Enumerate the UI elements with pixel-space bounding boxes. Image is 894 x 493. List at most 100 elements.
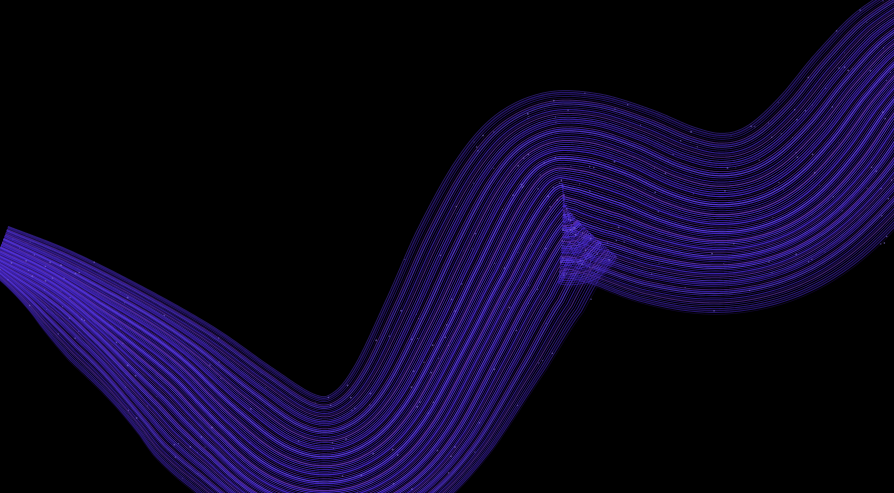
speck-dot — [134, 374, 137, 377]
speck-dot — [875, 170, 878, 173]
speck-dot — [811, 258, 813, 261]
speck-dot — [754, 126, 756, 128]
speck-dot — [569, 229, 572, 231]
speck-dot — [27, 269, 30, 272]
speck-dot — [515, 329, 518, 332]
speck-dot — [796, 118, 798, 121]
speck-dot — [360, 474, 363, 477]
ribbon-curve — [0, 166, 894, 493]
speck-dot — [439, 254, 442, 257]
ribbon-curve — [0, 118, 894, 493]
speck-dot — [410, 338, 413, 341]
speck-dot — [197, 472, 199, 474]
speck-dot — [436, 449, 439, 452]
ribbon-curve — [0, 210, 894, 493]
speck-dot — [78, 331, 80, 332]
ribbon-curve — [0, 168, 894, 493]
speck-dot — [574, 233, 577, 236]
speck-dot — [147, 405, 149, 407]
speck-dot — [124, 386, 126, 388]
speck-dot — [690, 142, 692, 143]
ribbon-curve — [0, 54, 894, 451]
speck-dot — [615, 239, 618, 242]
speck-dot — [711, 252, 713, 255]
ribbon-curve — [0, 106, 894, 488]
speck-dot — [477, 150, 479, 152]
speck-dot — [61, 306, 64, 308]
speck-dot — [493, 131, 495, 133]
speck-dot — [813, 171, 816, 174]
speck-dot — [793, 108, 796, 111]
ribbon-curve — [5, 9, 894, 416]
speck-dot — [430, 371, 433, 374]
ribbon-curve — [0, 137, 894, 493]
speck-dot — [516, 404, 519, 406]
speck-dot — [811, 153, 814, 156]
ribbon-curve — [0, 190, 894, 493]
ribbon-curve — [2, 38, 894, 438]
ribbon-curve — [0, 179, 894, 493]
ribbon-curve — [5, 14, 894, 419]
speck-dot — [617, 226, 620, 229]
speck-dot — [696, 146, 699, 148]
ribbon-curve — [4, 16, 894, 421]
speck-dot — [589, 237, 592, 240]
speck-dot — [493, 167, 495, 169]
speck-dot — [596, 253, 598, 255]
speck-dot — [478, 421, 481, 424]
speck-dot — [418, 318, 420, 320]
speck-dot — [517, 164, 520, 167]
speck-dot — [211, 426, 213, 429]
speck-dot — [375, 339, 378, 342]
speck-dot — [584, 249, 587, 251]
speck-dot — [841, 210, 843, 212]
speck-dot — [341, 475, 344, 477]
speck-dot — [503, 267, 506, 269]
speck-dot — [346, 384, 349, 387]
speck-dot — [824, 251, 826, 253]
speck-dot — [444, 336, 447, 339]
speck-dot — [819, 184, 820, 186]
ribbon-curve — [0, 121, 894, 493]
speck-dot — [63, 277, 65, 279]
speck-dot — [447, 472, 450, 474]
speck-dot — [400, 309, 403, 312]
speck-dot — [838, 142, 840, 144]
ribbon-curve — [0, 162, 894, 493]
ribbon-curve — [0, 226, 894, 493]
speck-dot — [792, 136, 794, 138]
speck-dot — [349, 396, 352, 399]
speck-dot — [412, 370, 415, 373]
ribbon-curve — [0, 75, 894, 467]
speck-dot — [521, 186, 524, 189]
speck-dot — [551, 352, 554, 355]
ribbon-curve — [0, 87, 894, 476]
speck-dot — [31, 275, 34, 278]
ribbon-curve — [0, 72, 894, 465]
speck-dot — [473, 182, 475, 184]
speck-dot — [597, 271, 599, 273]
speck-dot — [883, 242, 886, 244]
speck-dot — [613, 160, 616, 163]
speck-dot — [569, 219, 572, 222]
speck-dot — [777, 101, 779, 103]
speck-dot — [127, 409, 130, 411]
speck-dot — [536, 288, 538, 290]
speck-dot — [0, 268, 1, 271]
speck-dot — [526, 112, 529, 115]
speck-dot — [539, 174, 541, 176]
speck-dot — [697, 230, 699, 232]
speck-dot — [438, 357, 440, 359]
speck-dot — [554, 157, 557, 159]
speck-dot — [329, 404, 332, 407]
ribbon-curve — [0, 212, 894, 493]
ribbon-curve — [0, 100, 894, 485]
speck-dot — [560, 179, 562, 181]
ribbon-curve — [0, 70, 894, 463]
speck-dot — [493, 368, 496, 371]
speck-dot — [475, 146, 478, 148]
ribbon-curve — [0, 59, 894, 454]
speck-dot — [454, 446, 456, 448]
speck-dot — [474, 451, 476, 453]
